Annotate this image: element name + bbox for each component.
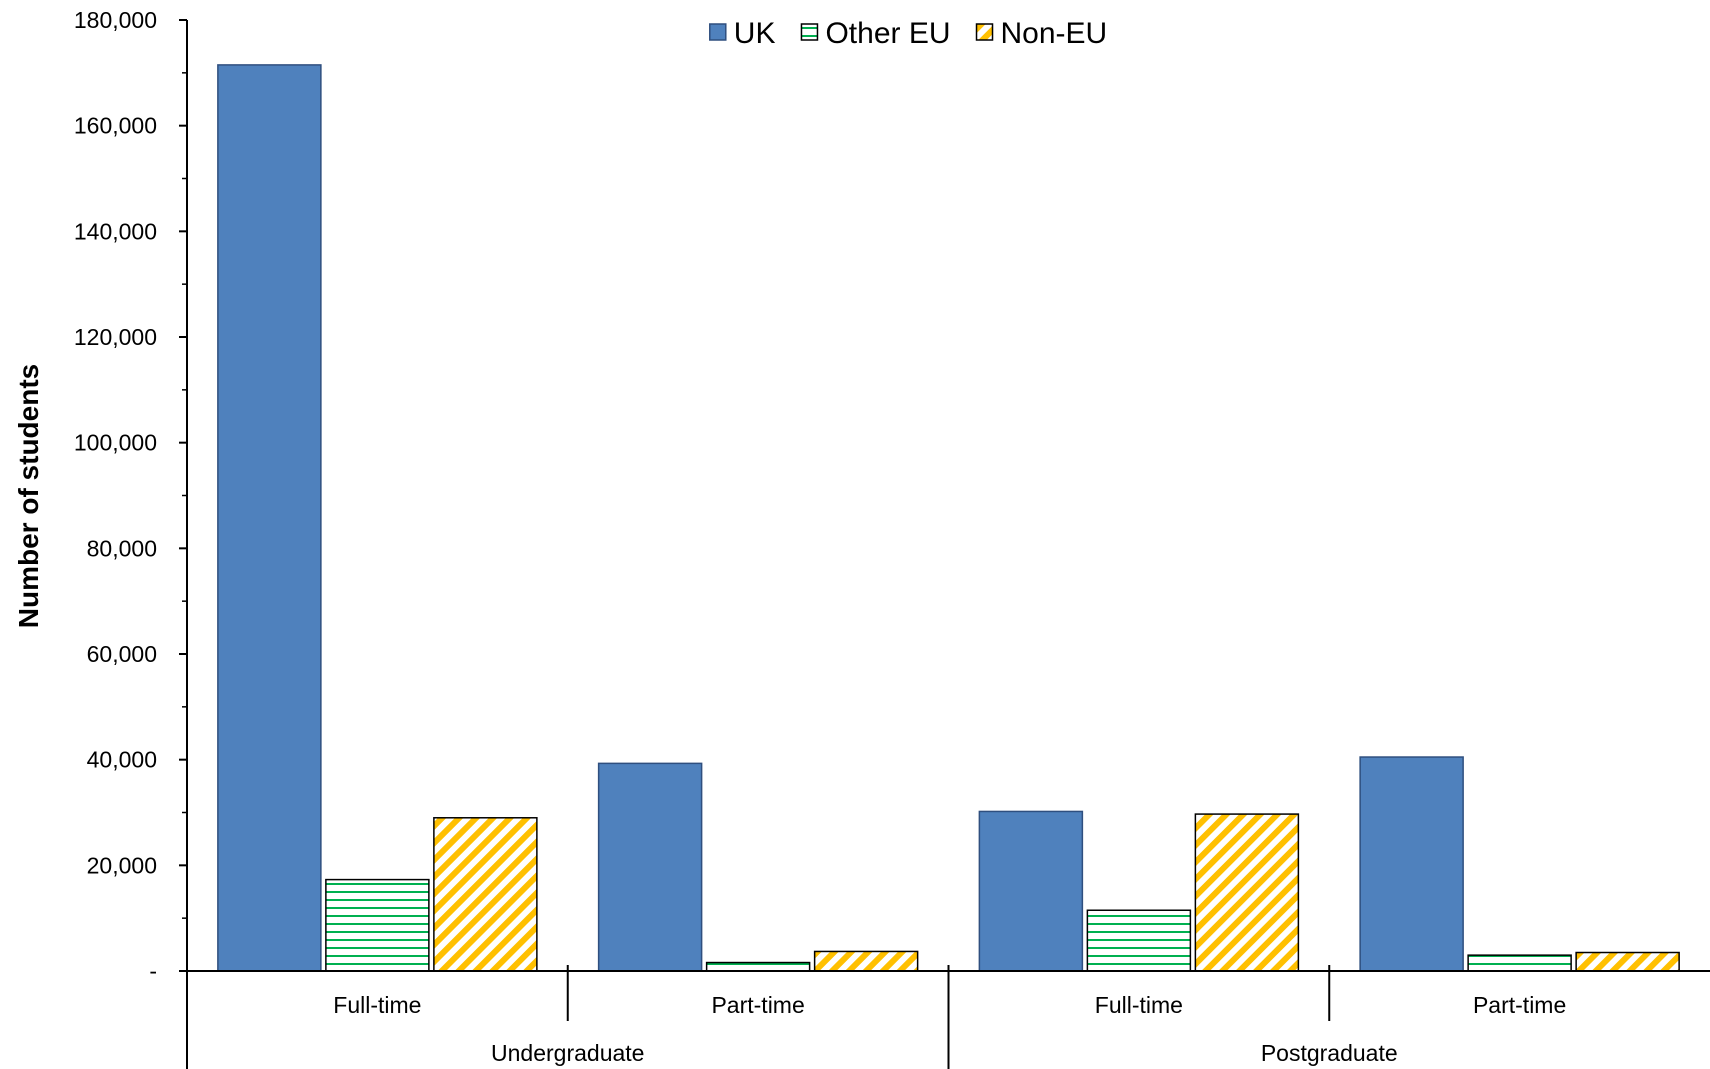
x-group-label: Postgraduate <box>1261 1040 1398 1066</box>
y-axis-label-group: Number of students <box>13 364 44 628</box>
bar-other-eu <box>1467 954 1572 972</box>
y-tick-label: 60,000 <box>87 641 157 667</box>
y-tick-label: - <box>149 958 157 984</box>
bar-non-eu <box>1575 951 1680 972</box>
y-axis: - 20,000 40,000 60,000 80,000 100,000 120,000 1… <box>74 7 188 984</box>
bar-uk <box>1359 756 1464 972</box>
x-group-label: Undergraduate <box>491 1040 644 1066</box>
bar-other-eu <box>705 961 811 972</box>
y-tick-label: 180,000 <box>74 7 157 33</box>
bar-uk <box>597 762 703 972</box>
legend-swatch-uk <box>709 23 727 41</box>
y-tick-label: 40,000 <box>87 747 157 773</box>
bars <box>217 64 1680 972</box>
y-tick-label: 20,000 <box>87 852 157 878</box>
x-axis: Full-time Part-time Full-time Part-time Unde… <box>186 965 1710 1069</box>
bar-non-eu <box>813 950 919 972</box>
bar-other-eu <box>1086 909 1192 972</box>
x-category-label: Part-time <box>711 992 804 1018</box>
bar-non-eu <box>1194 813 1300 972</box>
x-category-label: Full-time <box>333 992 421 1018</box>
bar-uk <box>217 64 322 972</box>
y-tick-label: 140,000 <box>74 218 157 244</box>
legend-label: Other EU <box>825 17 950 50</box>
bar-non-eu <box>433 817 538 972</box>
legend-swatch-other-eu <box>800 23 819 41</box>
legend: UK Other EU Non-EU <box>709 17 1108 50</box>
legend-label: Non-EU <box>1001 17 1108 50</box>
legend-label: UK <box>734 17 776 50</box>
y-tick-label: 100,000 <box>74 430 157 456</box>
x-category-label: Full-time <box>1095 992 1183 1018</box>
bar-other-eu <box>325 878 430 972</box>
y-tick-label: 80,000 <box>87 535 157 561</box>
y-tick-label: 120,000 <box>74 324 157 350</box>
bar-uk <box>978 810 1084 972</box>
legend-swatch-non-eu <box>975 23 994 41</box>
x-category-label: Part-time <box>1473 992 1566 1018</box>
y-tick-label: 160,000 <box>74 113 157 139</box>
y-axis-label: Number of students <box>13 364 44 628</box>
